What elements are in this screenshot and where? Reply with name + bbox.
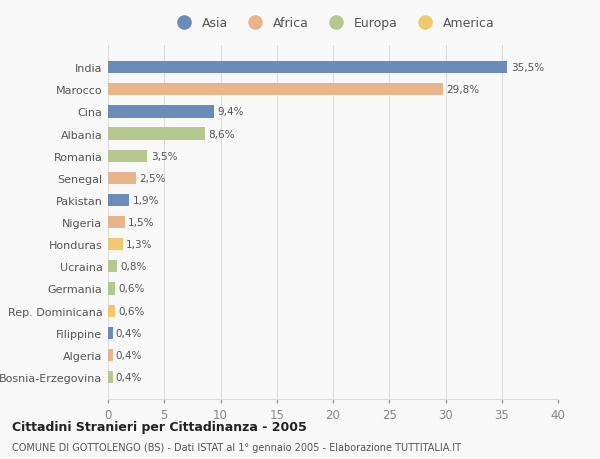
- Text: 35,5%: 35,5%: [511, 63, 544, 73]
- Text: 2,5%: 2,5%: [139, 174, 166, 184]
- Text: 0,6%: 0,6%: [118, 306, 145, 316]
- Text: 0,4%: 0,4%: [116, 372, 142, 382]
- Bar: [108, 84, 443, 96]
- Bar: [108, 173, 136, 185]
- Text: 29,8%: 29,8%: [446, 85, 480, 95]
- Text: 1,3%: 1,3%: [126, 240, 152, 250]
- Bar: [108, 128, 205, 140]
- Text: 9,4%: 9,4%: [217, 107, 244, 117]
- Bar: [108, 195, 130, 207]
- Bar: [108, 239, 122, 251]
- Bar: [108, 327, 113, 339]
- Text: 1,5%: 1,5%: [128, 218, 155, 228]
- Text: Cittadini Stranieri per Cittadinanza - 2005: Cittadini Stranieri per Cittadinanza - 2…: [12, 420, 307, 433]
- Text: 0,4%: 0,4%: [116, 328, 142, 338]
- Bar: [108, 261, 117, 273]
- Bar: [108, 62, 508, 74]
- Text: 0,4%: 0,4%: [116, 350, 142, 360]
- Legend: Asia, Africa, Europa, America: Asia, Africa, Europa, America: [167, 11, 499, 34]
- Bar: [108, 217, 125, 229]
- Bar: [108, 283, 115, 295]
- Text: 1,9%: 1,9%: [133, 196, 159, 206]
- Text: 3,5%: 3,5%: [151, 151, 177, 162]
- Text: 0,8%: 0,8%: [121, 262, 147, 272]
- Bar: [108, 349, 113, 361]
- Bar: [108, 106, 214, 118]
- Bar: [108, 305, 115, 317]
- Bar: [108, 371, 113, 383]
- Text: 0,6%: 0,6%: [118, 284, 145, 294]
- Text: COMUNE DI GOTTOLENGO (BS) - Dati ISTAT al 1° gennaio 2005 - Elaborazione TUTTITA: COMUNE DI GOTTOLENGO (BS) - Dati ISTAT a…: [12, 442, 461, 452]
- Text: 8,6%: 8,6%: [208, 129, 235, 139]
- Bar: [108, 150, 148, 162]
